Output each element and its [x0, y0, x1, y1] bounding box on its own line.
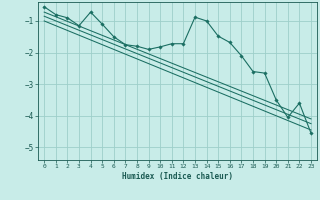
X-axis label: Humidex (Indice chaleur): Humidex (Indice chaleur): [122, 172, 233, 181]
